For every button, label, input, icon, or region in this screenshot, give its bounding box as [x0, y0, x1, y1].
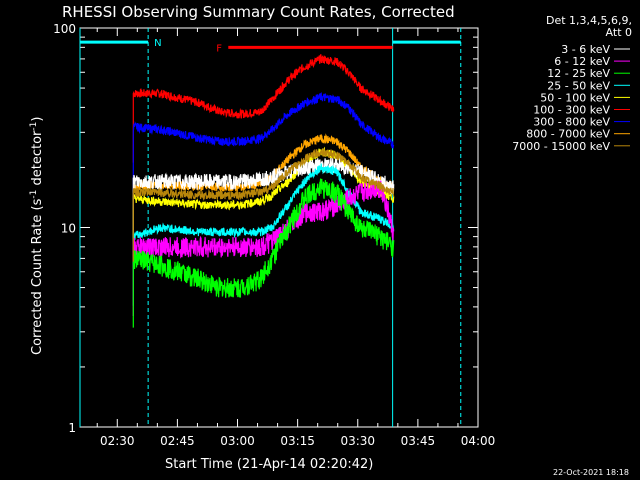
x-axis-label: Start Time (21-Apr-14 02:20:42) [165, 457, 373, 472]
series-line [132, 178, 395, 328]
x-tick-label: 04:00 [461, 434, 496, 448]
annotation-label: F [216, 43, 222, 54]
legend-label: 25 - 50 keV [547, 79, 610, 92]
annotation-label: N [154, 38, 161, 49]
x-tick-label: 03:30 [340, 434, 375, 448]
x-tick-label: 02:45 [160, 434, 195, 448]
legend-label: 3 - 6 keV [561, 43, 610, 56]
legend-label: 100 - 300 keV [533, 104, 610, 117]
legend-header: Att 0 [606, 26, 632, 39]
legend-label: 6 - 12 keV [554, 55, 610, 68]
legend-label: 12 - 25 keV [547, 67, 610, 80]
legend-header: Det 1,3,4,5,6,9, [546, 14, 632, 27]
legend-label: 800 - 7000 keV [526, 128, 610, 141]
x-tick-label: 02:30 [100, 434, 135, 448]
y-tick-label: 10 [61, 222, 76, 236]
legend-label: 50 - 100 keV [540, 91, 610, 104]
legend-label: 7000 - 15000 keV [512, 140, 610, 153]
y-tick-label: 1 [68, 421, 76, 435]
chart-title: RHESSI Observing Summary Count Rates, Co… [62, 3, 455, 21]
x-tick-label: 03:45 [401, 434, 436, 448]
series-group [132, 54, 395, 328]
y-axis-label: Corrected Count Rate (s-1 detector-1) [29, 117, 45, 355]
series-line [132, 54, 395, 163]
series-line [132, 92, 395, 196]
axis-ticks: 02:30 02:45 03:00 03:15 03:30 03:45 04:00 1 10 10… [53, 22, 495, 448]
legend-label: 300 - 800 keV [533, 116, 610, 129]
x-tick-label: 03:00 [220, 434, 255, 448]
series-line [132, 148, 395, 262]
footer-timestamp: 22-Oct-2021 18:18 [553, 468, 629, 477]
y-tick-label: 100 [53, 22, 76, 36]
x-tick-label: 03:15 [280, 434, 315, 448]
plot-frame [79, 27, 479, 428]
series-line [132, 180, 395, 316]
